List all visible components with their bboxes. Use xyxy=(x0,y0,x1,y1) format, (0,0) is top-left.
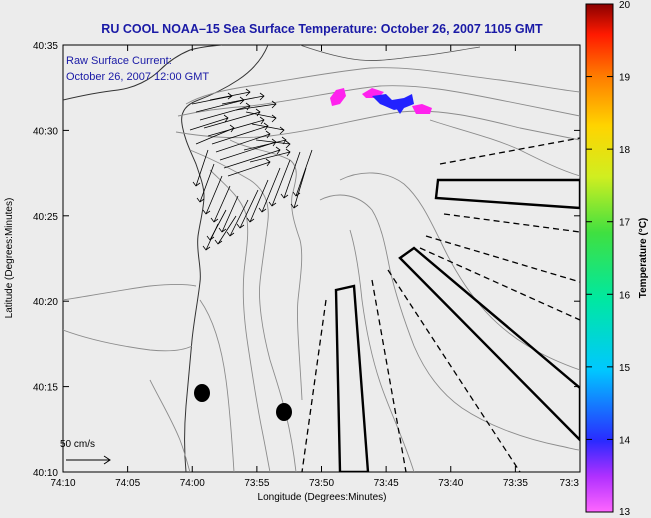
x-tick-label: 74:00 xyxy=(180,478,205,489)
coastline xyxy=(181,45,269,472)
y-axis-ticks: 40:35 40:30 40:25 40:20 40:15 40:10 xyxy=(33,41,580,479)
y-tick-label: 40:20 xyxy=(33,297,58,308)
y-tick-label: 40:10 xyxy=(33,468,58,479)
colorbar-ticks: 20 19 18 17 16 15 14 13 xyxy=(586,0,631,518)
colorbar-tick-label: 16 xyxy=(619,290,631,301)
y-tick-label: 40:35 xyxy=(33,41,58,52)
station-marker xyxy=(276,403,292,421)
colorbar-tick-label: 17 xyxy=(619,218,631,229)
y-axis-label: Latitude (Degrees:Minutes) xyxy=(4,198,15,319)
sst-patches xyxy=(330,88,432,114)
y-tick-label: 40:30 xyxy=(33,126,58,137)
x-axis-ticks: 74:10 74:05 74:00 73:55 73:50 73:45 73:40 73:35… xyxy=(50,45,581,489)
staten-island-shore xyxy=(63,45,223,101)
x-tick-label: 73:50 xyxy=(309,478,334,489)
x-tick-label: 74:05 xyxy=(115,478,140,489)
scale-label: 50 cm/s xyxy=(60,439,95,450)
colorbar-label: Temperature (°C) xyxy=(638,218,649,299)
current-label-line1: Raw Surface Current: xyxy=(66,55,172,67)
colorbar xyxy=(585,3,614,513)
x-tick-label: 73:45 xyxy=(374,478,399,489)
colorbar-tick-label: 20 xyxy=(619,0,631,11)
map-layer xyxy=(63,45,580,472)
plot-area xyxy=(62,44,581,473)
current-vectors xyxy=(189,88,313,251)
station-marker xyxy=(194,384,210,402)
colorbar-tick-label: 14 xyxy=(619,435,631,446)
figure-title: RU COOL NOAA–15 Sea Surface Temperature:… xyxy=(101,22,543,36)
colorbar-tick-label: 13 xyxy=(619,507,631,518)
y-tick-label: 40:25 xyxy=(33,212,58,223)
scale-arrow xyxy=(66,455,111,465)
long-island-shore xyxy=(299,45,481,61)
x-tick-label: 73:3 xyxy=(560,478,580,489)
x-tick-label: 73:35 xyxy=(503,478,528,489)
colorbar-tick-label: 15 xyxy=(619,363,631,374)
current-label-line2: October 26, 2007 12:00 GMT xyxy=(66,71,209,83)
x-tick-label: 74:10 xyxy=(50,478,75,489)
x-tick-label: 73:55 xyxy=(244,478,269,489)
y-tick-label: 40:15 xyxy=(33,383,58,394)
colorbar-tick-label: 19 xyxy=(619,73,631,84)
colorbar-tick-label: 18 xyxy=(619,145,631,156)
x-tick-label: 73:40 xyxy=(438,478,463,489)
x-axis-label: Longitude (Degrees:Minutes) xyxy=(258,492,387,503)
radar-beams xyxy=(301,137,580,472)
